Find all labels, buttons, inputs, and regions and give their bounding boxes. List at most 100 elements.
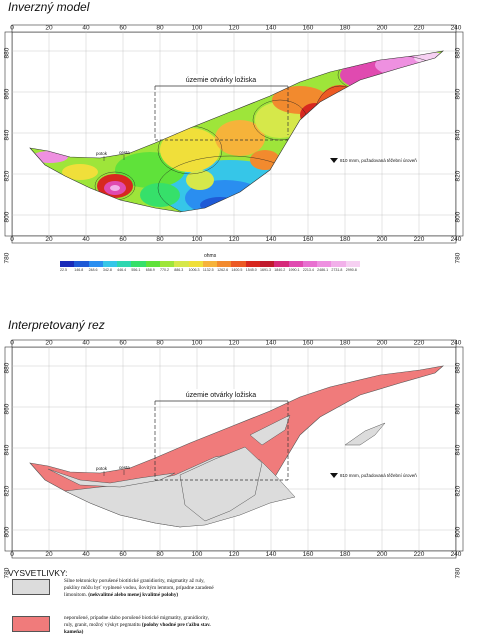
colorbar-title: ohms xyxy=(204,253,217,259)
y-tick-label: 840 xyxy=(4,129,11,140)
x-tick-label: 220 xyxy=(414,236,425,243)
y-tick-label: 860 xyxy=(4,403,11,414)
x-tick-label: 140 xyxy=(266,25,277,32)
colorbar-tick-label: 146.8 xyxy=(74,268,84,272)
x-tick-label: 40 xyxy=(82,551,90,558)
colorbar-segment xyxy=(159,261,175,267)
road-label-2: cesta xyxy=(119,465,130,470)
colorbar-tick-label: 22.5 xyxy=(60,268,67,272)
colorbar-tick-label: 770.2 xyxy=(160,268,169,272)
colorbar-segment xyxy=(302,261,318,267)
y-tick-label: 780 xyxy=(455,252,462,263)
x-tick-label: 60 xyxy=(119,236,127,243)
colorbar-segment xyxy=(202,261,218,267)
colorbar-tick-label: 556.1 xyxy=(131,268,141,272)
colorbar-tick-label: 248.6 xyxy=(88,268,98,272)
x-tick-label: 100 xyxy=(192,236,203,243)
colorbar-tick-label: 342.8 xyxy=(102,268,112,272)
colorbar-segment xyxy=(131,261,146,267)
axis-ticks: 0 0 20 20 40 40 60 60 80 80 100 100 120 120 140 140 160 1… xyxy=(4,25,462,264)
x-tick-label: 120 xyxy=(229,551,240,558)
x-tick-label: 80 xyxy=(156,551,164,558)
stream-label: potok xyxy=(96,151,108,156)
x-tick-label: 60 xyxy=(119,25,127,32)
x-tick-label: 120 xyxy=(229,236,240,243)
x-tick-label: 20 xyxy=(45,340,53,347)
road-label: cesta xyxy=(119,150,130,155)
quarry-area-bracket xyxy=(154,85,290,141)
x-tick-label: 40 xyxy=(82,25,90,32)
y-tick-label: 800 xyxy=(455,526,462,537)
colorbar-segment xyxy=(60,261,75,267)
y-tick-label: 840 xyxy=(4,444,11,455)
colorbar-tick-label: 1262.6 xyxy=(217,268,229,272)
colorbar-tick-label: 1840.2 xyxy=(274,268,286,272)
level-note-2: 810 mnm, požadovaná těžební úroveň xyxy=(340,473,417,478)
x-tick-label: 60 xyxy=(119,551,127,558)
colorbar-segment xyxy=(245,261,260,267)
x-tick-label: 180 xyxy=(340,340,351,347)
x-tick-label: 0 xyxy=(10,25,14,32)
inverse-model-plot: územie otvárky ložiska potok cesta 810 m… xyxy=(4,25,464,264)
colorbar-tick-label: 1006.3 xyxy=(188,268,200,272)
colorbar-segment xyxy=(174,261,189,267)
x-tick-label: 200 xyxy=(377,25,388,32)
quarry-area-label-2: územie otvárky ložiska xyxy=(186,392,257,399)
legend-swatch-poor xyxy=(12,579,50,595)
y-tick-label: 860 xyxy=(455,403,462,414)
y-tick-label: 800 xyxy=(4,211,11,222)
colorbar-tick-label: 2213.4 xyxy=(302,268,314,272)
legend-text-good: neporušené, prípadne slabo porušené biot… xyxy=(64,615,211,635)
colorbar-tick-label: 1545.0 xyxy=(245,268,257,272)
colorbar-segment xyxy=(117,261,132,267)
x-tick-label: 200 xyxy=(377,551,388,558)
colorbar-tick-label: 658.9 xyxy=(145,268,155,272)
x-tick-label: 80 xyxy=(156,25,164,32)
x-tick-label: 240 xyxy=(451,236,462,243)
x-tick-label: 160 xyxy=(303,551,314,558)
x-tick-label: 80 xyxy=(156,340,164,347)
x-tick-label: 20 xyxy=(45,551,53,558)
y-tick-label: 860 xyxy=(455,88,462,99)
colorbar-segment xyxy=(74,261,89,267)
y-tick-label: 880 xyxy=(455,362,462,373)
y-tick-label: 780 xyxy=(455,567,462,578)
colorbar-segment xyxy=(274,261,289,267)
colorbar-segment xyxy=(188,261,203,267)
colorbar-tick-label: 1132.5 xyxy=(202,268,214,272)
y-tick-label: 880 xyxy=(4,47,11,58)
x-tick-label: 200 xyxy=(377,340,388,347)
y-tick-label: 820 xyxy=(455,170,462,181)
x-tick-label: 220 xyxy=(414,25,425,32)
x-tick-label: 160 xyxy=(303,340,314,347)
colorbar-tick-label: 2486.1 xyxy=(317,268,329,272)
y-tick-label: 840 xyxy=(455,129,462,140)
x-tick-label: 240 xyxy=(451,551,462,558)
legend-text-poor: Silne tektonicky porušené biotitické gra… xyxy=(64,578,214,598)
x-tick-label: 40 xyxy=(82,236,90,243)
y-tick-label: 840 xyxy=(455,444,462,455)
y-tick-label: 820 xyxy=(4,170,11,181)
x-tick-label: 240 xyxy=(451,340,462,347)
x-tick-label: 140 xyxy=(266,551,277,558)
colorbar-tick-label: 446.4 xyxy=(117,268,127,272)
x-tick-label: 160 xyxy=(303,236,314,243)
x-tick-label: 160 xyxy=(303,25,314,32)
colorbar-segment xyxy=(88,261,103,267)
colorbar-segment xyxy=(231,261,246,267)
poor-rock-zone-2 xyxy=(179,446,263,522)
y-tick-label: 780 xyxy=(4,252,11,263)
x-tick-label: 220 xyxy=(414,340,425,347)
x-tick-label: 220 xyxy=(414,551,425,558)
colorbar xyxy=(60,261,360,267)
colorbar-tick-label: 1400.5 xyxy=(231,268,243,272)
y-tick-label: 880 xyxy=(4,362,11,373)
x-tick-label: 60 xyxy=(119,340,127,347)
x-tick-label: 180 xyxy=(340,236,351,243)
legend-swatch-good xyxy=(12,616,50,632)
level-marker-icon xyxy=(330,158,338,163)
y-tick-label: 780 xyxy=(4,567,11,578)
x-tick-label: 100 xyxy=(192,340,203,347)
x-tick-label: 0 xyxy=(10,551,14,558)
x-tick-label: 180 xyxy=(340,551,351,558)
